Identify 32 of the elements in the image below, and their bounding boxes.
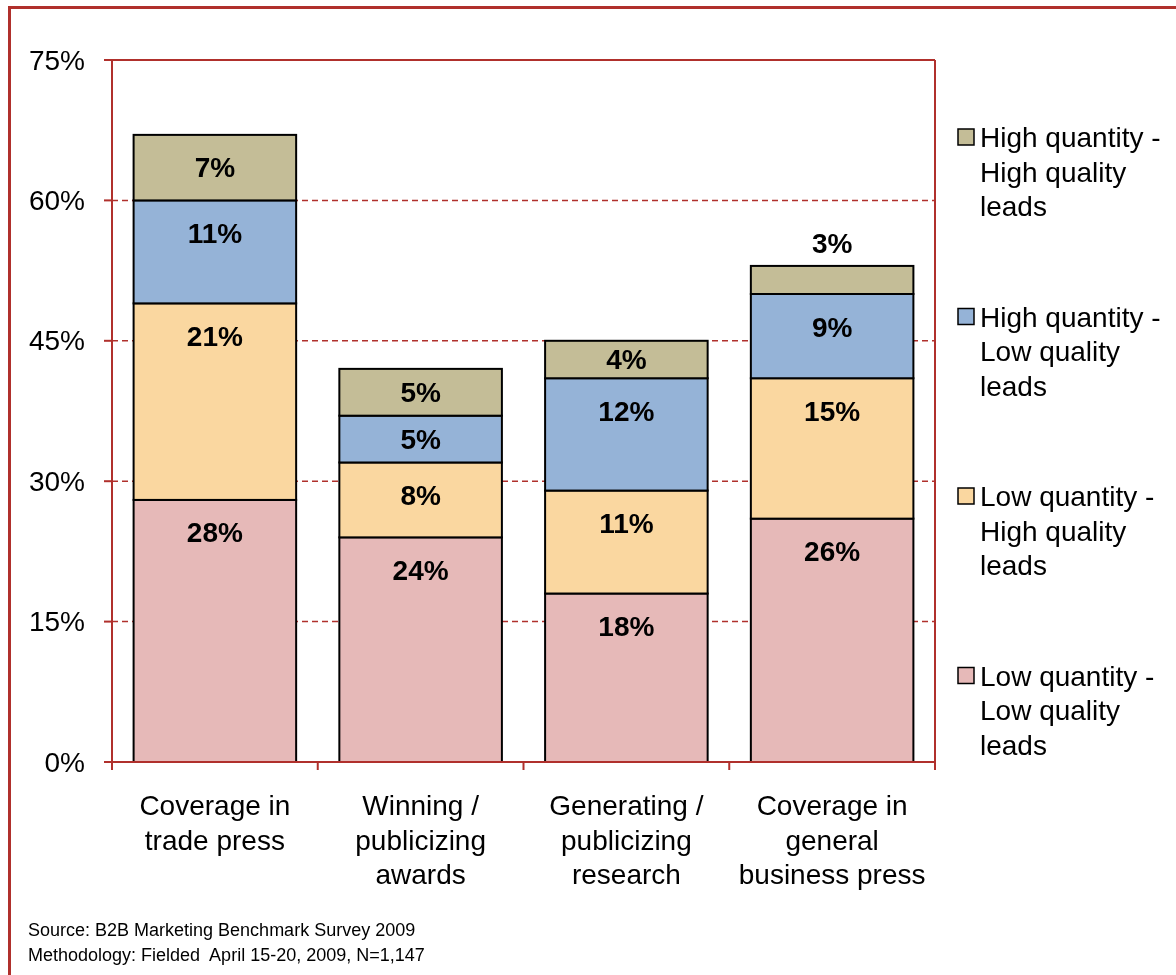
y-tick-label: 45% [28, 325, 85, 357]
y-tick-label: 75% [28, 44, 85, 76]
legend-label: High quantity - Low quality leads [980, 301, 1161, 401]
y-tick-label: 60% [28, 184, 85, 216]
legend-label: Low quantity - High quality leads [980, 480, 1155, 581]
data-label: 18% [598, 611, 655, 643]
legend-label: Low quantity - Low quality leads [980, 660, 1155, 760]
y-tick-label: 0% [44, 746, 85, 778]
x-tick-label: Generating / publicizing research [549, 789, 704, 890]
data-label: 24% [392, 554, 449, 586]
data-label: 12% [598, 395, 655, 427]
data-label: 9% [811, 311, 853, 343]
data-label: 8% [400, 479, 441, 511]
data-label: 5% [400, 376, 441, 408]
data-label: 7% [194, 152, 236, 184]
data-label: 5% [400, 423, 441, 455]
data-label: 26% [804, 536, 861, 568]
source-note: Source: B2B Marketing Benchmark Survey 2009 [28, 920, 416, 940]
data-label: 21% [186, 320, 243, 352]
data-label: 11% [187, 217, 243, 249]
y-tick-label: 30% [28, 465, 85, 497]
data-label: 3% [811, 228, 853, 260]
x-tick-label: Coverage in general business press [738, 789, 926, 890]
text: Methodology: Fielded April 15-20, 2009, N=1,147 [28, 945, 425, 965]
y-tick-label: 15% [28, 606, 85, 638]
data-label: 15% [804, 395, 861, 427]
x-tick-label: Coverage in trade press [139, 789, 291, 855]
x-tick-label: Winning / publicizing awards [355, 789, 486, 890]
data-label: 11% [599, 508, 654, 540]
data-label: 28% [186, 517, 243, 549]
legend-label: High quantity - High quality leads [980, 121, 1161, 222]
data-label: 4% [606, 344, 647, 376]
